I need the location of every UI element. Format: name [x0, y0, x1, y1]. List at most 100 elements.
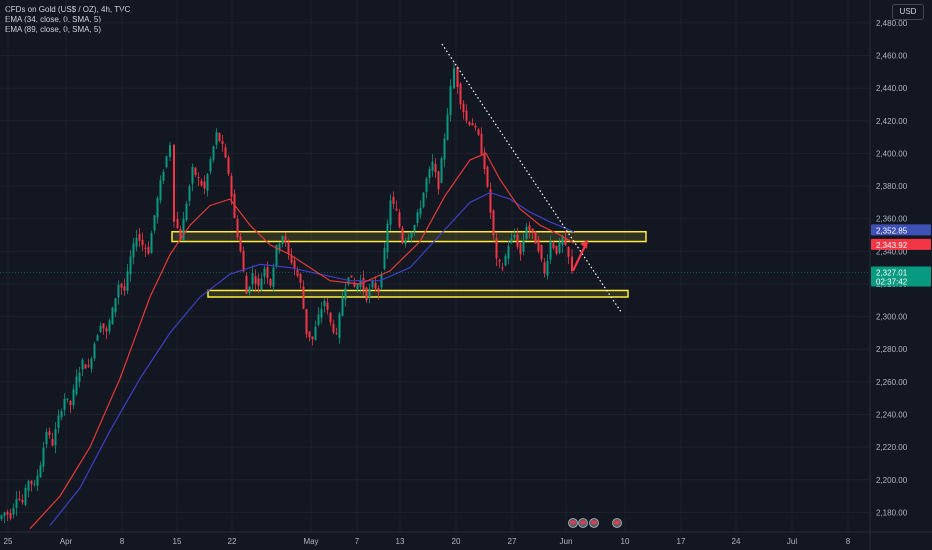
candle-body — [410, 232, 413, 238]
candle-body — [227, 157, 230, 174]
candle-body — [335, 332, 338, 334]
support-zone — [207, 289, 629, 298]
candle-body — [323, 300, 326, 307]
candle-body — [102, 323, 105, 329]
candle-body — [419, 207, 422, 215]
candle-body — [305, 309, 308, 335]
candle-body — [443, 138, 446, 160]
candle-body — [555, 245, 558, 254]
candle-body — [446, 114, 449, 140]
candle-body — [338, 313, 341, 338]
price-tick-label: 2,200.00 — [876, 476, 908, 485]
candle-body — [395, 208, 398, 211]
candle-body — [242, 250, 245, 272]
candle-body — [571, 256, 573, 272]
candle-body — [173, 144, 175, 222]
event-icon-flag — [614, 521, 620, 524]
candle-body — [284, 236, 287, 243]
candle-body — [203, 181, 206, 189]
candle-body — [275, 245, 278, 266]
candle-body — [567, 246, 570, 257]
price-tick-label: 2,380.00 — [876, 182, 908, 191]
candle-body — [9, 513, 12, 519]
candle-body — [398, 212, 401, 228]
candle-body — [329, 312, 332, 323]
time-tick-label: 10 — [621, 537, 630, 546]
candle-body — [356, 284, 359, 289]
candle-body — [224, 147, 227, 158]
candle-body — [492, 210, 495, 236]
candle-body — [498, 259, 501, 262]
candle-body — [287, 242, 290, 254]
candle-body — [431, 161, 434, 171]
candle-body — [3, 512, 6, 517]
candle-body — [383, 248, 386, 269]
candle-body — [437, 171, 440, 190]
candle-body — [165, 156, 168, 168]
price-tick-label: 2,300.00 — [876, 313, 908, 322]
ema34-line — [29, 152, 575, 530]
price-tick-label: 2,420.00 — [876, 117, 908, 126]
candle-body — [413, 225, 416, 232]
ema89-legend: EMA (89, close, 0, SMA, 5) — [5, 25, 102, 34]
price-axis-badge-value: 2,327.01 — [876, 269, 908, 278]
candle-body — [468, 122, 471, 125]
event-icon-flag — [570, 521, 576, 524]
candle-body — [374, 282, 377, 289]
time-tick-label: 7 — [355, 537, 360, 546]
candle-body — [78, 372, 81, 382]
candle-body — [389, 200, 392, 225]
candle-body — [179, 229, 182, 241]
candle-body — [522, 240, 525, 252]
candle-body — [558, 241, 561, 253]
candle-body — [456, 67, 459, 88]
candle-body — [474, 125, 477, 128]
event-icon-flag — [591, 521, 597, 524]
candle-body — [251, 273, 254, 285]
time-tick-label: 15 — [173, 537, 182, 546]
candle-body — [36, 475, 39, 486]
candle-body — [138, 233, 141, 241]
candle-body — [81, 359, 84, 370]
candle-body — [209, 159, 212, 172]
candle-body — [495, 238, 498, 259]
time-tick-label: 8 — [120, 537, 125, 546]
candle-body — [453, 68, 455, 89]
time-tick-label: 20 — [452, 537, 461, 546]
candle-body — [302, 286, 305, 309]
candle-body — [126, 271, 129, 291]
candle-body — [513, 234, 516, 238]
candle-body — [18, 498, 21, 500]
price-axis-badge — [871, 224, 931, 236]
candle-body — [72, 389, 75, 405]
candle-body — [57, 415, 60, 429]
candle-body — [507, 246, 510, 259]
price-tick-label: 2,240.00 — [876, 411, 908, 420]
candle-body — [162, 171, 165, 181]
currency-button[interactable]: USD — [892, 4, 924, 20]
candle-body — [477, 129, 480, 135]
candle-body — [147, 247, 150, 254]
candle-body — [317, 314, 320, 325]
candle-body — [248, 286, 251, 293]
candle-body — [368, 288, 371, 297]
price-tick-label: 2,460.00 — [876, 51, 908, 60]
candle-body — [350, 275, 353, 278]
candle-body — [543, 262, 546, 274]
time-tick-label: 13 — [396, 537, 405, 546]
time-tick-label: 22 — [228, 537, 237, 546]
candle-body — [69, 400, 72, 406]
candle-body — [525, 226, 528, 240]
candle-body — [141, 239, 144, 246]
candle-body — [561, 236, 564, 245]
candle-body — [404, 240, 407, 244]
candle-body — [114, 298, 117, 313]
candle-body — [362, 277, 365, 291]
event-icon-flag — [580, 521, 586, 524]
price-tick-label: 2,400.00 — [876, 149, 908, 158]
candle-body — [215, 132, 218, 145]
candle-body — [564, 238, 567, 245]
arrow-shaft — [572, 243, 587, 272]
candle-body — [416, 212, 419, 223]
